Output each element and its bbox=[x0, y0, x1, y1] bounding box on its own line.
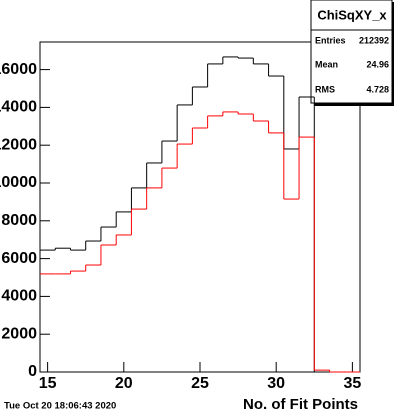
y-tick-label: 16000 bbox=[0, 61, 37, 78]
y-tick-label: 0 bbox=[28, 363, 37, 380]
stats-box bbox=[310, 0, 393, 104]
stats-rows: Entries 212392 Mean 24.96 RMS 4.728 bbox=[315, 35, 389, 94]
y-tick-label: 8000 bbox=[1, 212, 37, 229]
stats-label: RMS bbox=[315, 84, 335, 94]
timestamp: Tue Oct 20 18:06:43 2020 bbox=[4, 401, 116, 412]
y-tick-label: 10000 bbox=[0, 174, 37, 191]
y-tick-label: 6000 bbox=[1, 250, 37, 267]
stats-label: Mean bbox=[315, 59, 338, 69]
stats-value: 24.96 bbox=[366, 59, 389, 69]
y-tick-label: 4000 bbox=[1, 288, 37, 305]
x-axis-title: No. of Fit Points bbox=[243, 396, 358, 413]
y-tick-label: 2000 bbox=[1, 325, 37, 342]
x-tick-label: 15 bbox=[39, 375, 57, 392]
x-tick-label: 20 bbox=[115, 375, 133, 392]
stats-value: 212392 bbox=[359, 35, 389, 45]
y-tick-label: 12000 bbox=[0, 136, 37, 153]
y-tick-label: 14000 bbox=[0, 99, 37, 116]
stats-label: Entries bbox=[315, 35, 346, 45]
x-tick-label: 35 bbox=[343, 375, 361, 392]
x-tick-label: 30 bbox=[267, 375, 285, 392]
x-tick-label: 25 bbox=[191, 375, 209, 392]
stats-value: 4.728 bbox=[366, 84, 389, 94]
stats-title: ChiSqXY_x bbox=[317, 7, 387, 22]
